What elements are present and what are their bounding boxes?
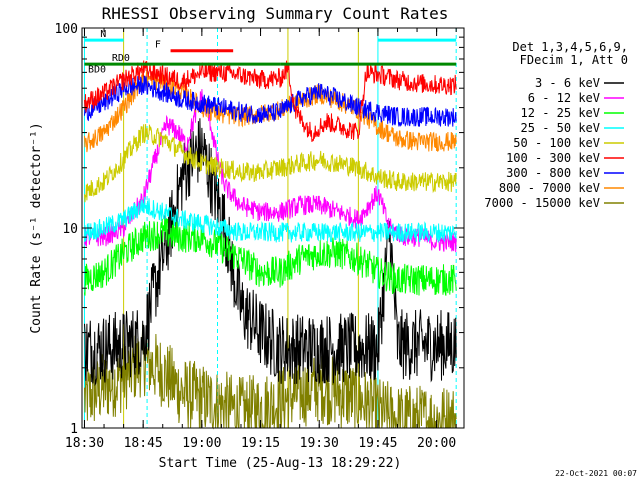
x-tick-label: 18:45 <box>124 436 163 451</box>
legend-header: Det 1,3,4,5,6,9, <box>512 40 628 54</box>
annotation-label-f: F <box>155 40 161 51</box>
annotation-label-bd0: BD0 <box>88 65 106 76</box>
legend-header: FDecim 1, Att 0 <box>520 53 628 67</box>
legend-entry-label: 12 - 25 keV <box>521 106 600 120</box>
annotation-label-n: N <box>100 29 106 40</box>
x-tick-label: 19:45 <box>358 436 397 451</box>
x-tick-label: 18:30 <box>65 436 104 451</box>
legend: Det 1,3,4,5,6,9,FDecim 1, Att 0 3 - 6 keV… <box>484 40 628 210</box>
legend-entry-label: 100 - 300 keV <box>506 151 600 165</box>
y-tick-label: 1 <box>70 422 78 437</box>
x-axis-label: Start Time (25-Aug-13 18:29:22) <box>159 456 402 471</box>
legend-entry-label: 6 - 12 keV <box>528 91 600 105</box>
chart-title: RHESSI Observing Summary Count Rates <box>102 4 449 23</box>
series-line-100-300-kev <box>84 60 457 143</box>
annotation-label-rd0: RD0 <box>112 53 130 64</box>
x-tick-label: 19:30 <box>300 436 339 451</box>
x-axis: 18:30 18:45 19:00 19:15 19:30 19:45 20:00 <box>65 28 457 451</box>
legend-entry-label: 25 - 50 keV <box>521 121 600 135</box>
y-tick-label: 10 <box>62 222 78 237</box>
series-line-50-100-kev <box>84 123 457 203</box>
legend-entry-label: 50 - 100 keV <box>513 136 600 150</box>
footer-timestamp: 22-Oct-2021 00:07 <box>555 469 637 478</box>
series-line-800-7000-kev <box>84 69 457 153</box>
legend-entry-label: 800 - 7000 keV <box>499 181 600 195</box>
series-line-300-800-kev <box>84 75 457 127</box>
y-axis-label: Count Rate (s⁻¹ detector⁻¹) <box>29 122 44 333</box>
series-line-12-25-kev <box>84 218 457 296</box>
legend-entry-label: 3 - 6 keV <box>535 76 600 90</box>
y-tick-label: 100 <box>55 22 78 37</box>
series-line-25-50-kev <box>84 196 457 243</box>
series-line-3-6-kev <box>84 118 457 387</box>
y-axis: 1 10 100 <box>55 22 464 437</box>
x-tick-label: 19:15 <box>241 436 280 451</box>
legend-entry-label: 7000 - 15000 keV <box>484 196 600 210</box>
legend-entry-label: 300 - 800 keV <box>506 166 600 180</box>
plot-data-area: N F RD0 BD0 <box>83 28 457 430</box>
x-tick-label: 20:00 <box>417 436 456 451</box>
x-tick-label: 19:00 <box>182 436 221 451</box>
